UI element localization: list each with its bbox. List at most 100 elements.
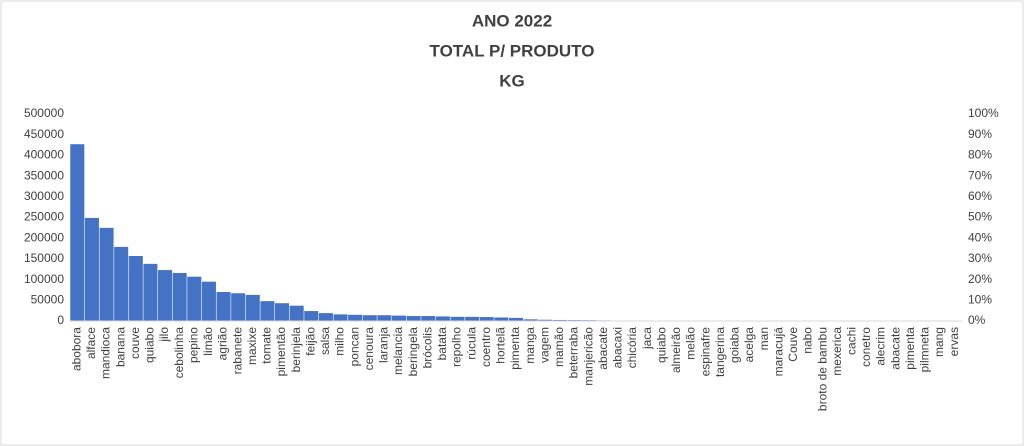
x-tick-label: repolho xyxy=(450,327,464,367)
x-tick-label: nabo xyxy=(801,327,815,354)
x-tick-label: rabanete xyxy=(230,327,244,375)
x-tick-label: broto de bambu xyxy=(815,327,829,411)
bar xyxy=(523,319,538,321)
x-tick-label: cebolinha xyxy=(172,327,186,379)
y2-tick-label: 50% xyxy=(968,210,992,224)
x-tick-label: conetro xyxy=(859,327,873,367)
bar xyxy=(494,317,509,321)
x-tick-label: hortelã xyxy=(494,327,508,364)
x-tick-label: Couve xyxy=(786,327,800,362)
x-tick-label: quiabo xyxy=(654,327,668,363)
x-tick-label: almeirão xyxy=(669,327,683,373)
bar xyxy=(450,316,465,321)
x-tick-label: man xyxy=(757,327,771,350)
y2-tick-label: 10% xyxy=(968,292,992,306)
x-tick-label: cenoura xyxy=(362,327,376,371)
bar xyxy=(275,303,290,321)
x-tick-label: alface xyxy=(84,327,98,359)
x-tick-label: acelga xyxy=(742,327,756,363)
y-tick-label: 150000 xyxy=(24,251,64,265)
bar xyxy=(260,301,275,321)
y2-tick-label: 30% xyxy=(968,251,992,265)
x-tick-label: espinafre xyxy=(698,327,712,377)
y-tick-label: 350000 xyxy=(24,168,64,182)
x-tick-label: pepino xyxy=(186,327,200,363)
bar xyxy=(231,293,246,321)
chart-title: KG xyxy=(499,71,525,90)
x-tick-label: berinjela xyxy=(289,327,303,373)
x-tick-label: abacate xyxy=(596,327,610,370)
bar xyxy=(143,263,158,321)
y-tick-label: 250000 xyxy=(24,210,64,224)
y2-tick-label: 40% xyxy=(968,230,992,244)
x-tick-label: pimenta xyxy=(508,327,522,370)
bar xyxy=(508,317,524,321)
bar xyxy=(552,319,567,321)
y-tick-label: 400000 xyxy=(24,148,64,162)
x-tick-label: alecrim xyxy=(874,327,888,366)
x-tick-label: melão xyxy=(684,327,698,360)
bar xyxy=(70,144,85,321)
x-tick-label: couve xyxy=(128,327,142,359)
bar xyxy=(201,281,216,321)
x-tick-label: goiaba xyxy=(728,327,742,363)
bar xyxy=(304,311,319,321)
bar xyxy=(114,246,129,321)
bar xyxy=(318,313,333,321)
x-tick-label: coentro xyxy=(479,327,493,367)
y2-tick-label: 20% xyxy=(968,272,992,286)
x-tick-label: banana xyxy=(113,327,127,367)
x-tick-label: abobora xyxy=(69,327,83,371)
x-tick-label: abacate xyxy=(888,327,902,370)
x-tick-label: poncan xyxy=(347,327,361,366)
x-tick-label: jilo xyxy=(157,327,171,343)
x-tick-label: jaca xyxy=(640,327,654,350)
y-tick-label: 200000 xyxy=(24,230,64,244)
bar xyxy=(187,276,202,321)
bar xyxy=(289,305,304,321)
y2-tick-label: 80% xyxy=(968,148,992,162)
y-tick-label: 50000 xyxy=(31,292,65,306)
x-tick-label: laranja xyxy=(377,327,391,363)
x-tick-label: mandioca xyxy=(99,327,113,379)
x-tick-label: rúcula xyxy=(464,327,478,360)
bar xyxy=(435,316,450,321)
bar xyxy=(348,314,363,321)
y-tick-label: 450000 xyxy=(24,127,64,141)
x-tick-label: mexerica xyxy=(830,327,844,376)
y2-tick-label: 70% xyxy=(968,168,992,182)
bar xyxy=(538,319,553,321)
x-tick-label: mamão xyxy=(552,327,566,367)
y-tick-label: 100000 xyxy=(24,272,64,286)
bar xyxy=(465,316,480,321)
x-tick-label: milho xyxy=(333,327,347,356)
bar xyxy=(245,294,260,321)
bar xyxy=(333,314,348,321)
y2-tick-label: 100% xyxy=(968,106,999,120)
x-tick-label: pimenta xyxy=(903,327,917,370)
y-tick-label: 500000 xyxy=(24,106,64,120)
x-tick-label: manjericão xyxy=(581,327,595,386)
bar xyxy=(421,316,436,321)
bar xyxy=(362,315,377,321)
x-tick-label: chicória xyxy=(625,327,639,369)
chart-title: ANO 2022 xyxy=(472,11,552,30)
bar xyxy=(216,292,231,321)
bar xyxy=(172,272,187,321)
bar xyxy=(99,227,114,321)
x-tick-label: quiabo xyxy=(143,327,157,363)
y2-tick-label: 0% xyxy=(968,313,986,327)
x-tick-label: cachi xyxy=(844,327,858,355)
bar xyxy=(158,270,173,321)
x-tick-label: maxixe xyxy=(245,327,259,365)
y-tick-label: 0 xyxy=(57,313,64,327)
y2-tick-label: 60% xyxy=(968,189,992,203)
x-tick-label: salsa xyxy=(318,327,332,355)
bar xyxy=(84,217,99,321)
chart-title: TOTAL P/ PRODUTO xyxy=(430,41,595,60)
bar xyxy=(406,316,421,321)
x-tick-label: vagem xyxy=(537,327,551,363)
y-tick-label: 300000 xyxy=(24,189,64,203)
x-tick-label: limão xyxy=(201,327,215,356)
